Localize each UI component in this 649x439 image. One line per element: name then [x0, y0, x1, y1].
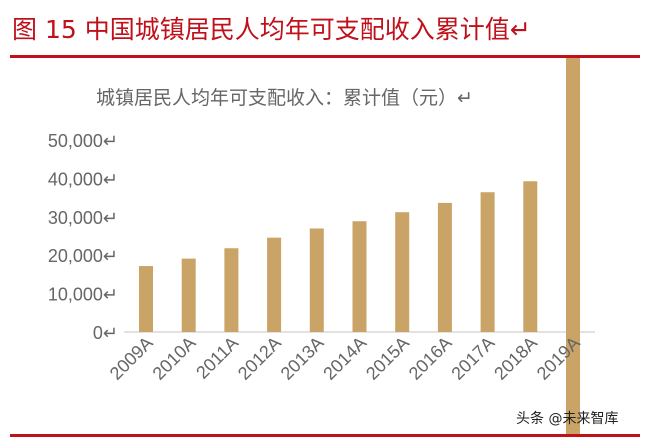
chart-title: 城镇居民人均年可支配收入：累计值（元）↵ — [96, 87, 473, 109]
top-divider — [10, 55, 640, 58]
bar-2012A — [267, 237, 282, 332]
x-tick-label: 2010A — [149, 333, 200, 384]
bar-2014A — [352, 221, 367, 332]
x-tick-label: 2012A — [234, 333, 285, 384]
y-tick-label: 10,000↵ — [48, 285, 118, 305]
x-tick-label: 2013A — [277, 333, 328, 384]
bar-2019A — [566, 58, 580, 436]
bar-2009A — [139, 266, 153, 332]
bar-2011A — [224, 248, 239, 332]
bar-2016A — [437, 202, 452, 332]
bar-2017A — [480, 192, 495, 332]
bar-2015A — [395, 212, 410, 332]
y-tick-label: 30,000↵ — [48, 208, 118, 228]
figure-title: 图 15 中国城镇居民人均年可支配收入累计值↵ — [12, 15, 531, 44]
x-tick-label: 2015A — [362, 333, 413, 384]
bar-2010A — [181, 258, 196, 332]
y-tick-label: 50,000↵ — [48, 131, 118, 151]
bar-2018A — [523, 181, 538, 332]
y-tick-label: 0↵ — [93, 323, 118, 343]
x-tick-label: 2017A — [447, 333, 498, 384]
x-tick-label: 2018A — [490, 333, 541, 384]
bottom-divider — [10, 434, 640, 437]
watermark: 头条 @未来智库 — [516, 411, 619, 427]
x-tick-label: 2016A — [405, 333, 456, 384]
x-tick-label: 2011A — [192, 333, 242, 383]
x-tick-label: 2014A — [319, 333, 370, 384]
bar-2013A — [309, 228, 324, 332]
y-tick-label: 40,000↵ — [48, 169, 118, 189]
y-tick-label: 20,000↵ — [48, 246, 118, 266]
